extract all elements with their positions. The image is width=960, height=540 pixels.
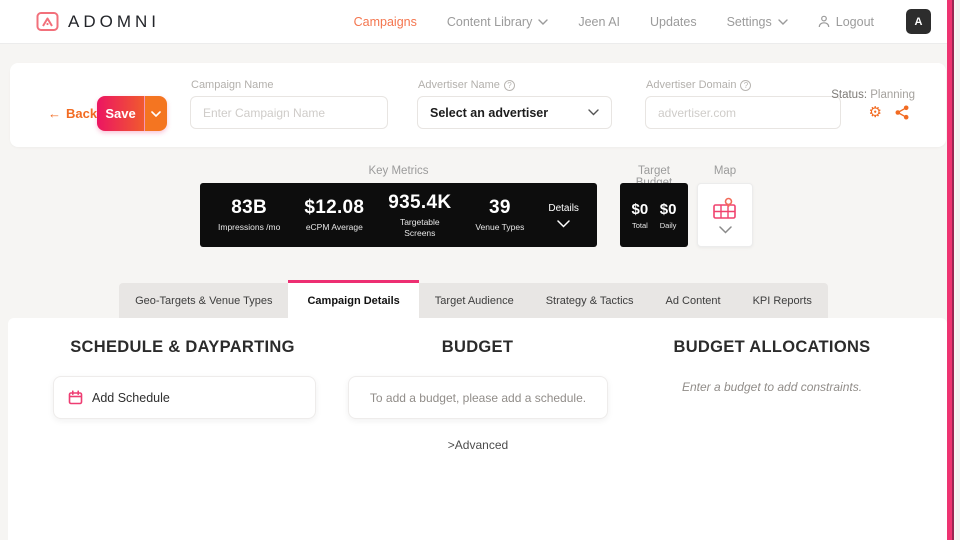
toolbar-icons: ⚙ — [869, 105, 909, 120]
nav-item-campaigns[interactable]: Campaigns — [353, 14, 417, 29]
metric-ecpm: $12.08 eCPM Average — [304, 197, 365, 233]
advertiser-name-label: Advertiser Name ? — [418, 79, 515, 91]
save-options-button[interactable] — [145, 96, 167, 131]
map-label: Map — [713, 165, 737, 177]
chevron-down-icon — [557, 219, 570, 228]
tab-ad-content[interactable]: Ad Content — [649, 283, 737, 318]
add-schedule-button[interactable]: Add Schedule — [53, 376, 316, 419]
right-gutter — [956, 0, 960, 540]
campaign-status: Status: Planning — [831, 89, 915, 101]
chevron-down-icon — [538, 18, 549, 25]
adomni-logo-icon — [36, 11, 59, 32]
tab-strategy-tactics[interactable]: Strategy & Tactics — [529, 283, 650, 318]
tab-geo-targets-venue-types[interactable]: Geo-Targets & Venue Types — [119, 283, 289, 318]
map-icon — [712, 197, 738, 220]
adomni-logo-text: ADOMNI — [68, 11, 160, 31]
right-accent-stripe — [947, 0, 954, 540]
metric-screens: 935.4K Targetable Screens — [388, 191, 452, 238]
key-metrics-bar: 83B Impressions /mo $12.08 eCPM Average … — [200, 183, 597, 247]
advertiser-domain-label: Advertiser Domain ? — [646, 79, 752, 91]
budget-daily: $0 Daily — [659, 200, 677, 230]
budget-advanced-toggle[interactable]: >Advanced — [447, 438, 509, 452]
map-button[interactable] — [697, 183, 753, 247]
nav-item-content-library[interactable]: Content Library — [447, 15, 549, 29]
nav-item-jeen-ai[interactable]: Jeen AI — [578, 14, 621, 29]
save-button[interactable]: Save — [97, 96, 145, 131]
allocations-heading: BUDGET ALLOCATIONS — [673, 338, 871, 356]
gear-icon[interactable]: ⚙ — [868, 104, 882, 121]
user-avatar[interactable]: A — [906, 9, 931, 34]
chevron-down-icon — [588, 109, 599, 116]
metrics-section: Key Metrics 83B Impressions /mo $12.08 e… — [0, 160, 947, 255]
chevron-down-icon — [778, 18, 788, 25]
share-icon[interactable] — [895, 105, 909, 120]
tab-campaign-details[interactable]: Campaign Details — [288, 280, 419, 318]
chevron-down-icon — [151, 110, 161, 117]
metrics-details-button[interactable]: Details — [548, 203, 579, 228]
top-navbar: ADOMNI Campaigns Content Library Jeen AI… — [0, 0, 947, 44]
campaign-name-label: Campaign Name — [191, 79, 274, 91]
budget-heading: BUDGET — [441, 338, 514, 356]
campaign-tabs: Geo-Targets & Venue Types Campaign Detai… — [0, 280, 947, 318]
schedule-heading: SCHEDULE & DAYPARTING — [70, 338, 295, 356]
allocations-empty-message: Enter a budget to add constraints. — [681, 380, 863, 394]
person-icon — [818, 15, 830, 28]
nav-item-settings[interactable]: Settings — [727, 15, 788, 29]
status-value: Planning — [870, 89, 915, 101]
logout-button[interactable]: Logout — [818, 15, 874, 29]
key-metrics-label: Key Metrics — [368, 165, 429, 177]
budget-total: $0 Total — [631, 200, 649, 230]
nav-item-updates[interactable]: Updates — [650, 14, 697, 29]
back-button[interactable]: ← Back — [48, 106, 98, 121]
metric-impressions: 83B Impressions /mo — [218, 197, 281, 233]
budget-empty-card: To add a budget, please add a schedule. — [348, 376, 608, 419]
calendar-icon — [68, 390, 83, 405]
advertiser-domain-input[interactable] — [645, 96, 841, 129]
tab-kpi-reports[interactable]: KPI Reports — [736, 283, 828, 318]
campaign-toolbar: ← Back Save Campaign Name Advertiser Nam… — [10, 63, 946, 147]
tab-target-audience[interactable]: Target Audience — [418, 283, 530, 318]
help-icon: ? — [740, 79, 752, 91]
campaign-details-panel: SCHEDULE & DAYPARTING BUDGET BUDGET ALLO… — [8, 318, 947, 540]
advertiser-select[interactable]: Select an advertiser — [417, 96, 612, 129]
campaign-name-input[interactable] — [190, 96, 388, 129]
adomni-logo[interactable]: ADOMNI — [36, 11, 160, 32]
back-arrow-icon: ← — [48, 106, 61, 121]
target-budget-box: $0 Total $0 Daily — [620, 183, 688, 247]
metric-venue-types: 39 Venue Types — [475, 197, 525, 233]
save-split-button: Save — [97, 96, 167, 131]
help-icon: ? — [503, 79, 515, 91]
chevron-down-icon — [718, 225, 732, 234]
nav-items: Campaigns Content Library Jeen AI Update… — [354, 9, 931, 34]
